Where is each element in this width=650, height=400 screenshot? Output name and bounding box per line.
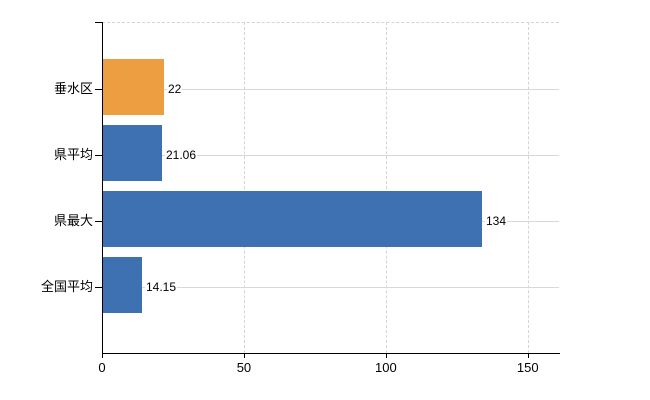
x-tick-label: 100 bbox=[374, 360, 397, 375]
x-axis-line bbox=[102, 353, 560, 354]
y-axis-line bbox=[102, 22, 103, 354]
x-tick-label: 50 bbox=[236, 360, 252, 375]
vertical-gridline bbox=[385, 22, 387, 353]
x-axis-tick bbox=[243, 353, 245, 358]
bar-value-label: 21.06 bbox=[165, 147, 198, 163]
vertical-gridline bbox=[527, 22, 529, 353]
category-label: 垂水区 bbox=[53, 81, 93, 96]
category-label: 県最大 bbox=[53, 213, 93, 228]
x-tick-label: 0 bbox=[98, 360, 106, 375]
x-axis-tick bbox=[527, 353, 529, 358]
x-axis-tick bbox=[385, 353, 387, 358]
bar bbox=[102, 125, 162, 181]
y-axis-tick bbox=[95, 22, 102, 23]
y-axis-tick bbox=[95, 221, 102, 222]
x-axis-tick bbox=[102, 353, 103, 358]
y-axis-tick bbox=[95, 89, 102, 90]
category-label: 全国平均 bbox=[40, 279, 93, 294]
horizontal-gridline bbox=[102, 286, 559, 288]
y-axis-tick bbox=[95, 287, 102, 288]
category-label: 県平均 bbox=[53, 147, 93, 162]
horizontal-gridline bbox=[102, 154, 559, 156]
bar-value-label: 134 bbox=[485, 213, 508, 229]
x-tick-label: 150 bbox=[516, 360, 539, 375]
plot-area: 22 21.06 134 14.15 bbox=[102, 22, 559, 353]
vertical-gridline bbox=[243, 22, 245, 353]
y-axis-tick bbox=[95, 155, 102, 156]
bar bbox=[102, 59, 164, 115]
bar-value-label: 14.15 bbox=[145, 279, 178, 295]
plot-top-border bbox=[102, 22, 559, 23]
horizontal-gridline bbox=[102, 88, 559, 90]
bar-value-label: 22 bbox=[167, 81, 183, 97]
bar bbox=[102, 257, 142, 313]
bar bbox=[102, 191, 482, 247]
